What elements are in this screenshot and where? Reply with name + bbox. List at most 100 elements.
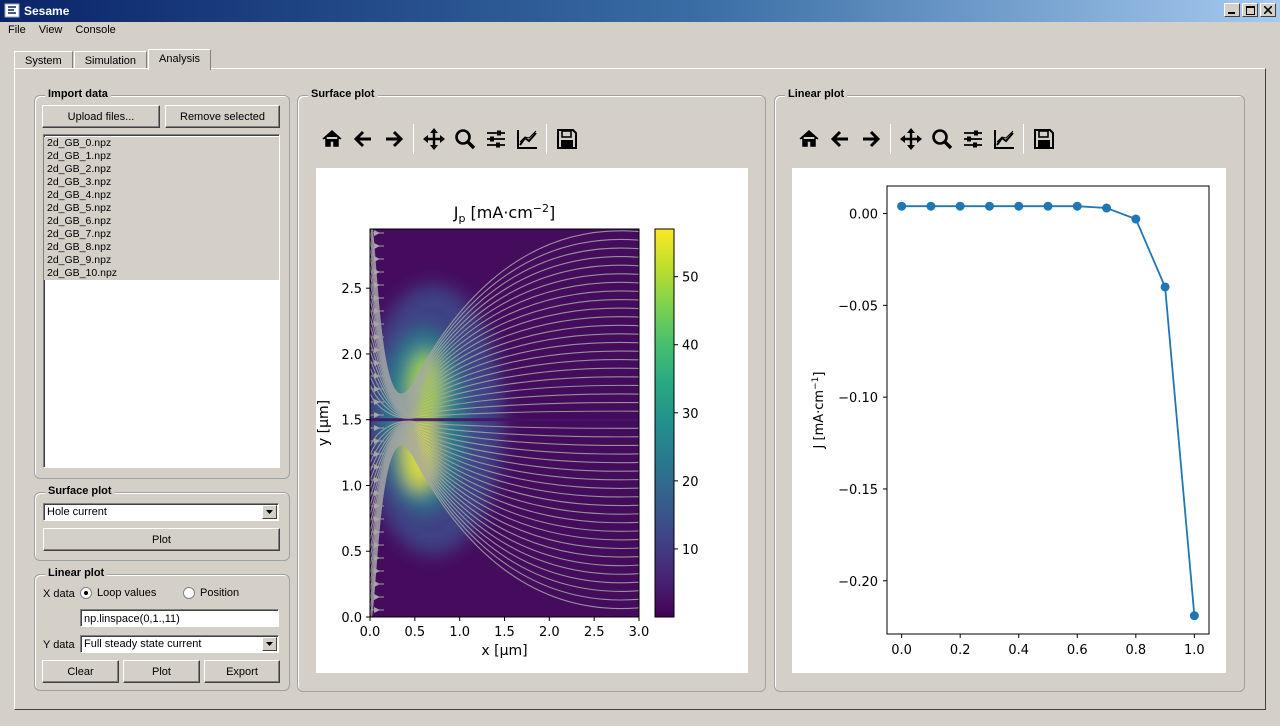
- linear-plot-button[interactable]: Plot: [123, 660, 200, 683]
- radio-loop-values-label: Loop values: [97, 587, 157, 599]
- streamline-arrow: [374, 386, 380, 392]
- zoom-button[interactable]: [449, 124, 480, 154]
- streamline-arrow: [374, 308, 380, 314]
- data-point: [984, 201, 994, 211]
- home-icon: [322, 129, 341, 147]
- home-button[interactable]: [793, 124, 824, 154]
- file-list-item[interactable]: 2d_GB_3.npz: [44, 176, 279, 189]
- menu-view[interactable]: View: [38, 24, 63, 36]
- file-list-item[interactable]: 2d_GB_7.npz: [44, 228, 279, 241]
- streamline-arrow: [374, 399, 380, 405]
- forward-arrow-button[interactable]: [378, 124, 409, 154]
- surface-quantity-select[interactable]: Hole current: [43, 503, 279, 521]
- file-list-item[interactable]: 2d_GB_10.npz: [44, 267, 279, 280]
- file-list-item[interactable]: 2d_GB_6.npz: [44, 215, 279, 228]
- tab-analysis[interactable]: Analysis: [148, 49, 212, 70]
- streamline-arrow: [374, 321, 380, 327]
- y-data-dropdown-button[interactable]: [262, 637, 277, 651]
- toolbar-separator: [546, 124, 547, 154]
- y-data-label: Y data: [43, 639, 75, 651]
- import-data-group: Import data: [34, 88, 290, 479]
- streamline-arrow: [374, 269, 380, 275]
- pan-button[interactable]: [895, 124, 926, 154]
- tab-simulation[interactable]: Simulation: [73, 51, 148, 69]
- linear-plot-controls-group: Linear plot: [34, 567, 290, 691]
- x-tick-label: 1.5: [494, 625, 515, 640]
- data-point: [1043, 201, 1053, 211]
- save-button[interactable]: [1028, 124, 1059, 154]
- colorbar-tick-label: 30: [682, 407, 699, 422]
- x-data-input[interactable]: [80, 609, 279, 627]
- surface-plot-canvas[interactable]: 0.0 0.5 1.0 1.5 2.0 2.5 3.0 0.0 0.5 1.0 1.5 2.0 2.5 J…: [316, 168, 748, 673]
- edit-axis-icon: [993, 130, 1014, 149]
- streamline: [370, 437, 639, 574]
- surface-plot-button[interactable]: Plot: [43, 528, 280, 551]
- maximize-button[interactable]: [1242, 3, 1258, 17]
- minimize-button[interactable]: [1224, 3, 1240, 17]
- y-tick-label: 2.0: [341, 348, 362, 363]
- surface-plot-controls-group: Surface plot: [34, 485, 290, 561]
- edit-axis-button[interactable]: [511, 124, 542, 154]
- back-arrow-button[interactable]: [824, 124, 855, 154]
- file-list-item[interactable]: 2d_GB_9.npz: [44, 254, 279, 267]
- configure-subplots-button[interactable]: [480, 124, 511, 154]
- remove-selected-button[interactable]: Remove selected: [165, 105, 280, 128]
- line-axes-frame: [886, 185, 1210, 635]
- streamline-arrow: [374, 438, 380, 444]
- clear-button[interactable]: Clear: [42, 660, 119, 683]
- x-axis-label: x [µm]: [481, 643, 527, 659]
- streamline: [370, 429, 639, 515]
- radio-position-label: Position: [200, 587, 240, 599]
- pan-icon: [422, 128, 445, 150]
- streamline-arrow: [374, 282, 380, 288]
- tab-system[interactable]: System: [14, 51, 73, 69]
- edit-axis-icon: [516, 130, 537, 149]
- streamline-arrow: [374, 490, 380, 496]
- y-data-select[interactable]: Full steady state current: [80, 635, 279, 653]
- save-icon: [556, 129, 577, 149]
- home-button[interactable]: [316, 124, 347, 154]
- back-arrow-button[interactable]: [347, 124, 378, 154]
- file-list-item[interactable]: 2d_GB_5.npz: [44, 202, 279, 215]
- title-part: p: [458, 212, 465, 225]
- streamline: [370, 392, 639, 419]
- heatmap-title: Jp [mA·cm−2]: [453, 202, 556, 225]
- y-tick-label: 0.5: [341, 545, 362, 560]
- streamline: [370, 299, 639, 407]
- series-line: [901, 205, 1196, 616]
- linear-plot-canvas[interactable]: 0.0 0.2 0.4 0.6 0.8 1.0 0.00 −0.05 −0.10 −0.15 −0.…: [792, 168, 1226, 673]
- file-list-item[interactable]: 2d_GB_2.npz: [44, 163, 279, 176]
- export-button[interactable]: Export: [204, 660, 280, 683]
- streamline-arrow: [374, 230, 380, 236]
- radio-position[interactable]: Position: [183, 587, 239, 599]
- close-button[interactable]: [1260, 3, 1276, 17]
- streamline: [370, 425, 639, 481]
- file-list-item[interactable]: 2d_GB_4.npz: [44, 189, 279, 202]
- surface-quantity-dropdown-button[interactable]: [262, 505, 277, 519]
- zoom-button[interactable]: [926, 124, 957, 154]
- menu-file[interactable]: File: [8, 24, 26, 36]
- streamline-arrow: [374, 256, 380, 262]
- file-list-item[interactable]: 2d_GB_1.npz: [44, 150, 279, 163]
- edit-axis-button[interactable]: [988, 124, 1019, 154]
- menu-console[interactable]: Console: [75, 24, 116, 36]
- pan-button[interactable]: [418, 124, 449, 154]
- file-list-item[interactable]: 2d_GB_8.npz: [44, 241, 279, 254]
- streamline: [370, 434, 639, 549]
- x-tick-label: 0.2: [950, 643, 971, 658]
- streamline: [371, 229, 639, 395]
- streamline: [370, 421, 639, 455]
- configure-subplots-button[interactable]: [957, 124, 988, 154]
- streamline-arrow: [374, 373, 380, 379]
- zoom-icon: [454, 129, 475, 150]
- minimize-icon: [1228, 12, 1235, 14]
- forward-arrow-button[interactable]: [855, 124, 886, 154]
- data-point: [926, 201, 936, 211]
- file-list-item[interactable]: 2d_GB_0.npz: [44, 137, 279, 150]
- radio-loop-values[interactable]: Loop values: [80, 587, 156, 599]
- upload-files-button[interactable]: Upload files...: [42, 105, 160, 128]
- streamline-arrow: [374, 555, 380, 561]
- heatmap-field: [370, 229, 639, 617]
- save-button[interactable]: [551, 124, 582, 154]
- file-list[interactable]: 2d_GB_0.npz 2d_GB_1.npz 2d_GB_2.npz 2d_GB_3…: [43, 134, 280, 468]
